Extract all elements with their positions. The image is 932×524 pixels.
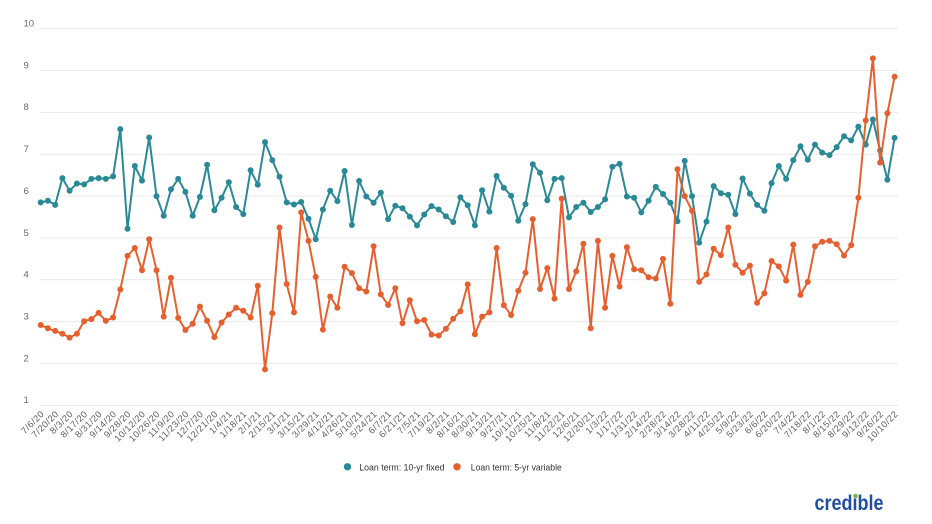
- svg-text:1: 1: [24, 395, 29, 406]
- svg-text:3: 3: [24, 311, 29, 322]
- svg-text:8: 8: [24, 102, 29, 113]
- svg-text:2: 2: [24, 353, 29, 364]
- svg-text:10: 10: [24, 19, 35, 30]
- svg-text:credible: credible: [815, 491, 884, 515]
- svg-text:Loan term: 5-yr variable: Loan term: 5-yr variable: [471, 462, 562, 472]
- svg-text:6: 6: [24, 186, 29, 197]
- svg-text:Loan term: 10-yr fixed: Loan term: 10-yr fixed: [359, 462, 444, 472]
- svg-text:5: 5: [24, 228, 29, 239]
- svg-text:7: 7: [24, 144, 29, 155]
- svg-text:4: 4: [24, 270, 29, 281]
- svg-text:9: 9: [24, 60, 29, 71]
